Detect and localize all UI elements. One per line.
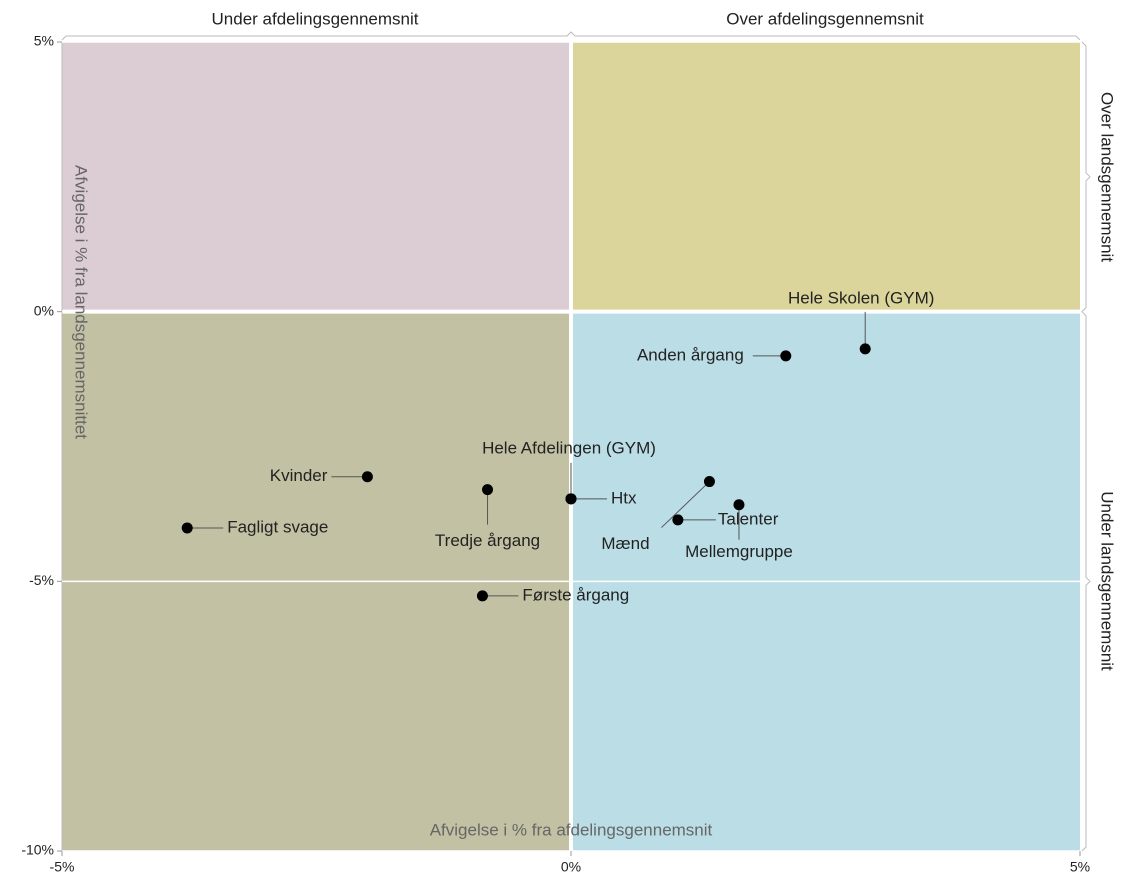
quadrant-label: Over afdelingsgennemsnit (726, 9, 924, 28)
bracket (1081, 41, 1091, 852)
x-tick-label: -5% (50, 859, 75, 875)
quadrant-label: Over landsgennemsnit (1098, 92, 1117, 262)
point-label: Anden årgang (637, 345, 744, 364)
point-label: Talenter (718, 509, 779, 528)
point-label: Mellemgruppe (685, 542, 793, 561)
y-axis-label: Afvigelse i % fra landsgennemsnittet (72, 165, 91, 439)
point-label: Første årgang (522, 585, 629, 604)
point (733, 499, 745, 511)
point (780, 350, 792, 362)
point (565, 493, 577, 505)
point (181, 522, 193, 534)
x-tick-label: 0% (561, 859, 581, 875)
bracket (61, 31, 1081, 41)
leader-line (661, 481, 710, 528)
point (859, 343, 871, 355)
quadrant (62, 42, 571, 312)
point (361, 471, 373, 483)
point-label: Hele Skolen (GYM) (788, 288, 934, 307)
y-tick-label: -10% (21, 842, 54, 858)
y-tick-label: -5% (29, 572, 54, 588)
y-tick-label: 5% (34, 33, 54, 49)
point-label: Tredje årgang (435, 531, 540, 550)
point-label: Htx (611, 488, 637, 507)
point (476, 590, 488, 602)
y-tick-label: 0% (34, 302, 54, 318)
quadrant (571, 42, 1080, 312)
point-label: Hele Afdelingen (GYM) (482, 438, 656, 457)
point-label: Mænd (601, 534, 649, 553)
quadrant-label: Under landsgennemsnit (1098, 491, 1117, 671)
x-axis-label: Afvigelse i % fra afdelingsgennemsnit (430, 820, 713, 839)
point-label: Kvinder (270, 466, 328, 485)
point (703, 476, 715, 488)
point (672, 514, 684, 526)
point-label: Fagligt svage (227, 517, 328, 536)
x-tick-label: 5% (1070, 859, 1090, 875)
quadrant-label: Under afdelingsgennemsnit (212, 9, 419, 28)
point (482, 484, 494, 496)
